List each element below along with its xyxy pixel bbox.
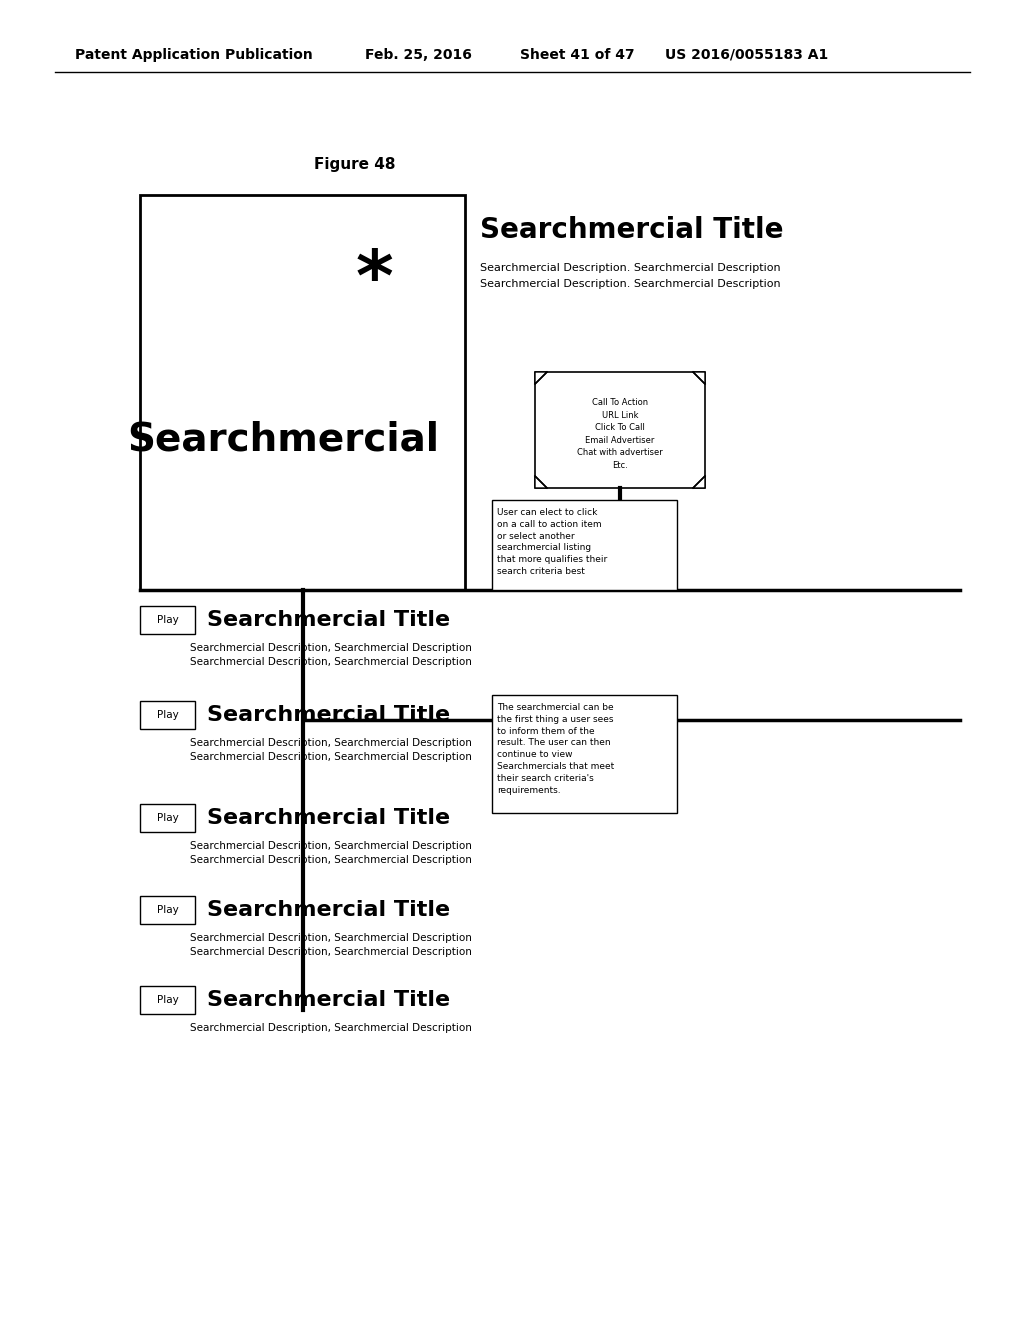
Text: Play: Play	[157, 995, 178, 1005]
Text: Searchmercial: Searchmercial	[127, 421, 439, 459]
Text: Play: Play	[157, 710, 178, 719]
Text: Searchmercial Description, Searchmercial Description: Searchmercial Description, Searchmercial…	[190, 657, 472, 667]
Bar	[140, 896, 195, 924]
Text: The searchmercial can be
the first thing a user sees
to inform them of the
resul: The searchmercial can be the first thing…	[497, 704, 614, 795]
Text: Searchmercial Title: Searchmercial Title	[480, 216, 783, 244]
Text: Sheet 41 of 47: Sheet 41 of 47	[520, 48, 635, 62]
Polygon shape	[535, 372, 547, 384]
Polygon shape	[693, 477, 705, 488]
Text: Searchmercial Title: Searchmercial Title	[207, 808, 451, 828]
Text: Searchmercial Description. Searchmercial Description: Searchmercial Description. Searchmercial…	[480, 279, 780, 289]
Text: User can elect to click
on a call to action item
or select another
searchmercial: User can elect to click on a call to act…	[497, 508, 607, 576]
Text: Searchmercial Description, Searchmercial Description: Searchmercial Description, Searchmercial…	[190, 1023, 472, 1034]
Bar	[140, 195, 465, 590]
Text: Searchmercial Description, Searchmercial Description: Searchmercial Description, Searchmercial…	[190, 841, 472, 851]
Text: Feb. 25, 2016: Feb. 25, 2016	[365, 48, 472, 62]
Text: US 2016/0055183 A1: US 2016/0055183 A1	[665, 48, 828, 62]
Text: Searchmercial Description, Searchmercial Description: Searchmercial Description, Searchmercial…	[190, 738, 472, 748]
Bar	[140, 986, 195, 1014]
Text: Play: Play	[157, 615, 178, 624]
Text: Searchmercial Title: Searchmercial Title	[207, 990, 451, 1010]
Text: Call To Action
URL Link
Click To Call
Email Advertiser
Chat with advertiser
Etc.: Call To Action URL Link Click To Call Em…	[578, 399, 663, 470]
Text: Play: Play	[157, 906, 178, 915]
Bar	[140, 701, 195, 729]
Bar	[535, 372, 705, 488]
Bar	[492, 696, 677, 813]
Bar	[140, 804, 195, 832]
Text: Searchmercial Description, Searchmercial Description: Searchmercial Description, Searchmercial…	[190, 946, 472, 957]
Polygon shape	[535, 477, 547, 488]
Text: Searchmercial Description, Searchmercial Description: Searchmercial Description, Searchmercial…	[190, 855, 472, 865]
Text: Patent Application Publication: Patent Application Publication	[75, 48, 312, 62]
Bar	[492, 500, 677, 590]
Text: Searchmercial Title: Searchmercial Title	[207, 610, 451, 630]
Text: Figure 48: Figure 48	[314, 157, 395, 173]
Text: Searchmercial Title: Searchmercial Title	[207, 705, 451, 725]
Text: Searchmercial Description, Searchmercial Description: Searchmercial Description, Searchmercial…	[190, 933, 472, 942]
Text: Play: Play	[157, 813, 178, 822]
Text: Searchmercial Description, Searchmercial Description: Searchmercial Description, Searchmercial…	[190, 752, 472, 762]
Bar	[140, 606, 195, 634]
Text: *: *	[355, 247, 393, 317]
Polygon shape	[693, 372, 705, 384]
Text: Searchmercial Description, Searchmercial Description: Searchmercial Description, Searchmercial…	[190, 643, 472, 653]
Text: Searchmercial Description. Searchmercial Description: Searchmercial Description. Searchmercial…	[480, 263, 780, 273]
Text: Searchmercial Title: Searchmercial Title	[207, 900, 451, 920]
